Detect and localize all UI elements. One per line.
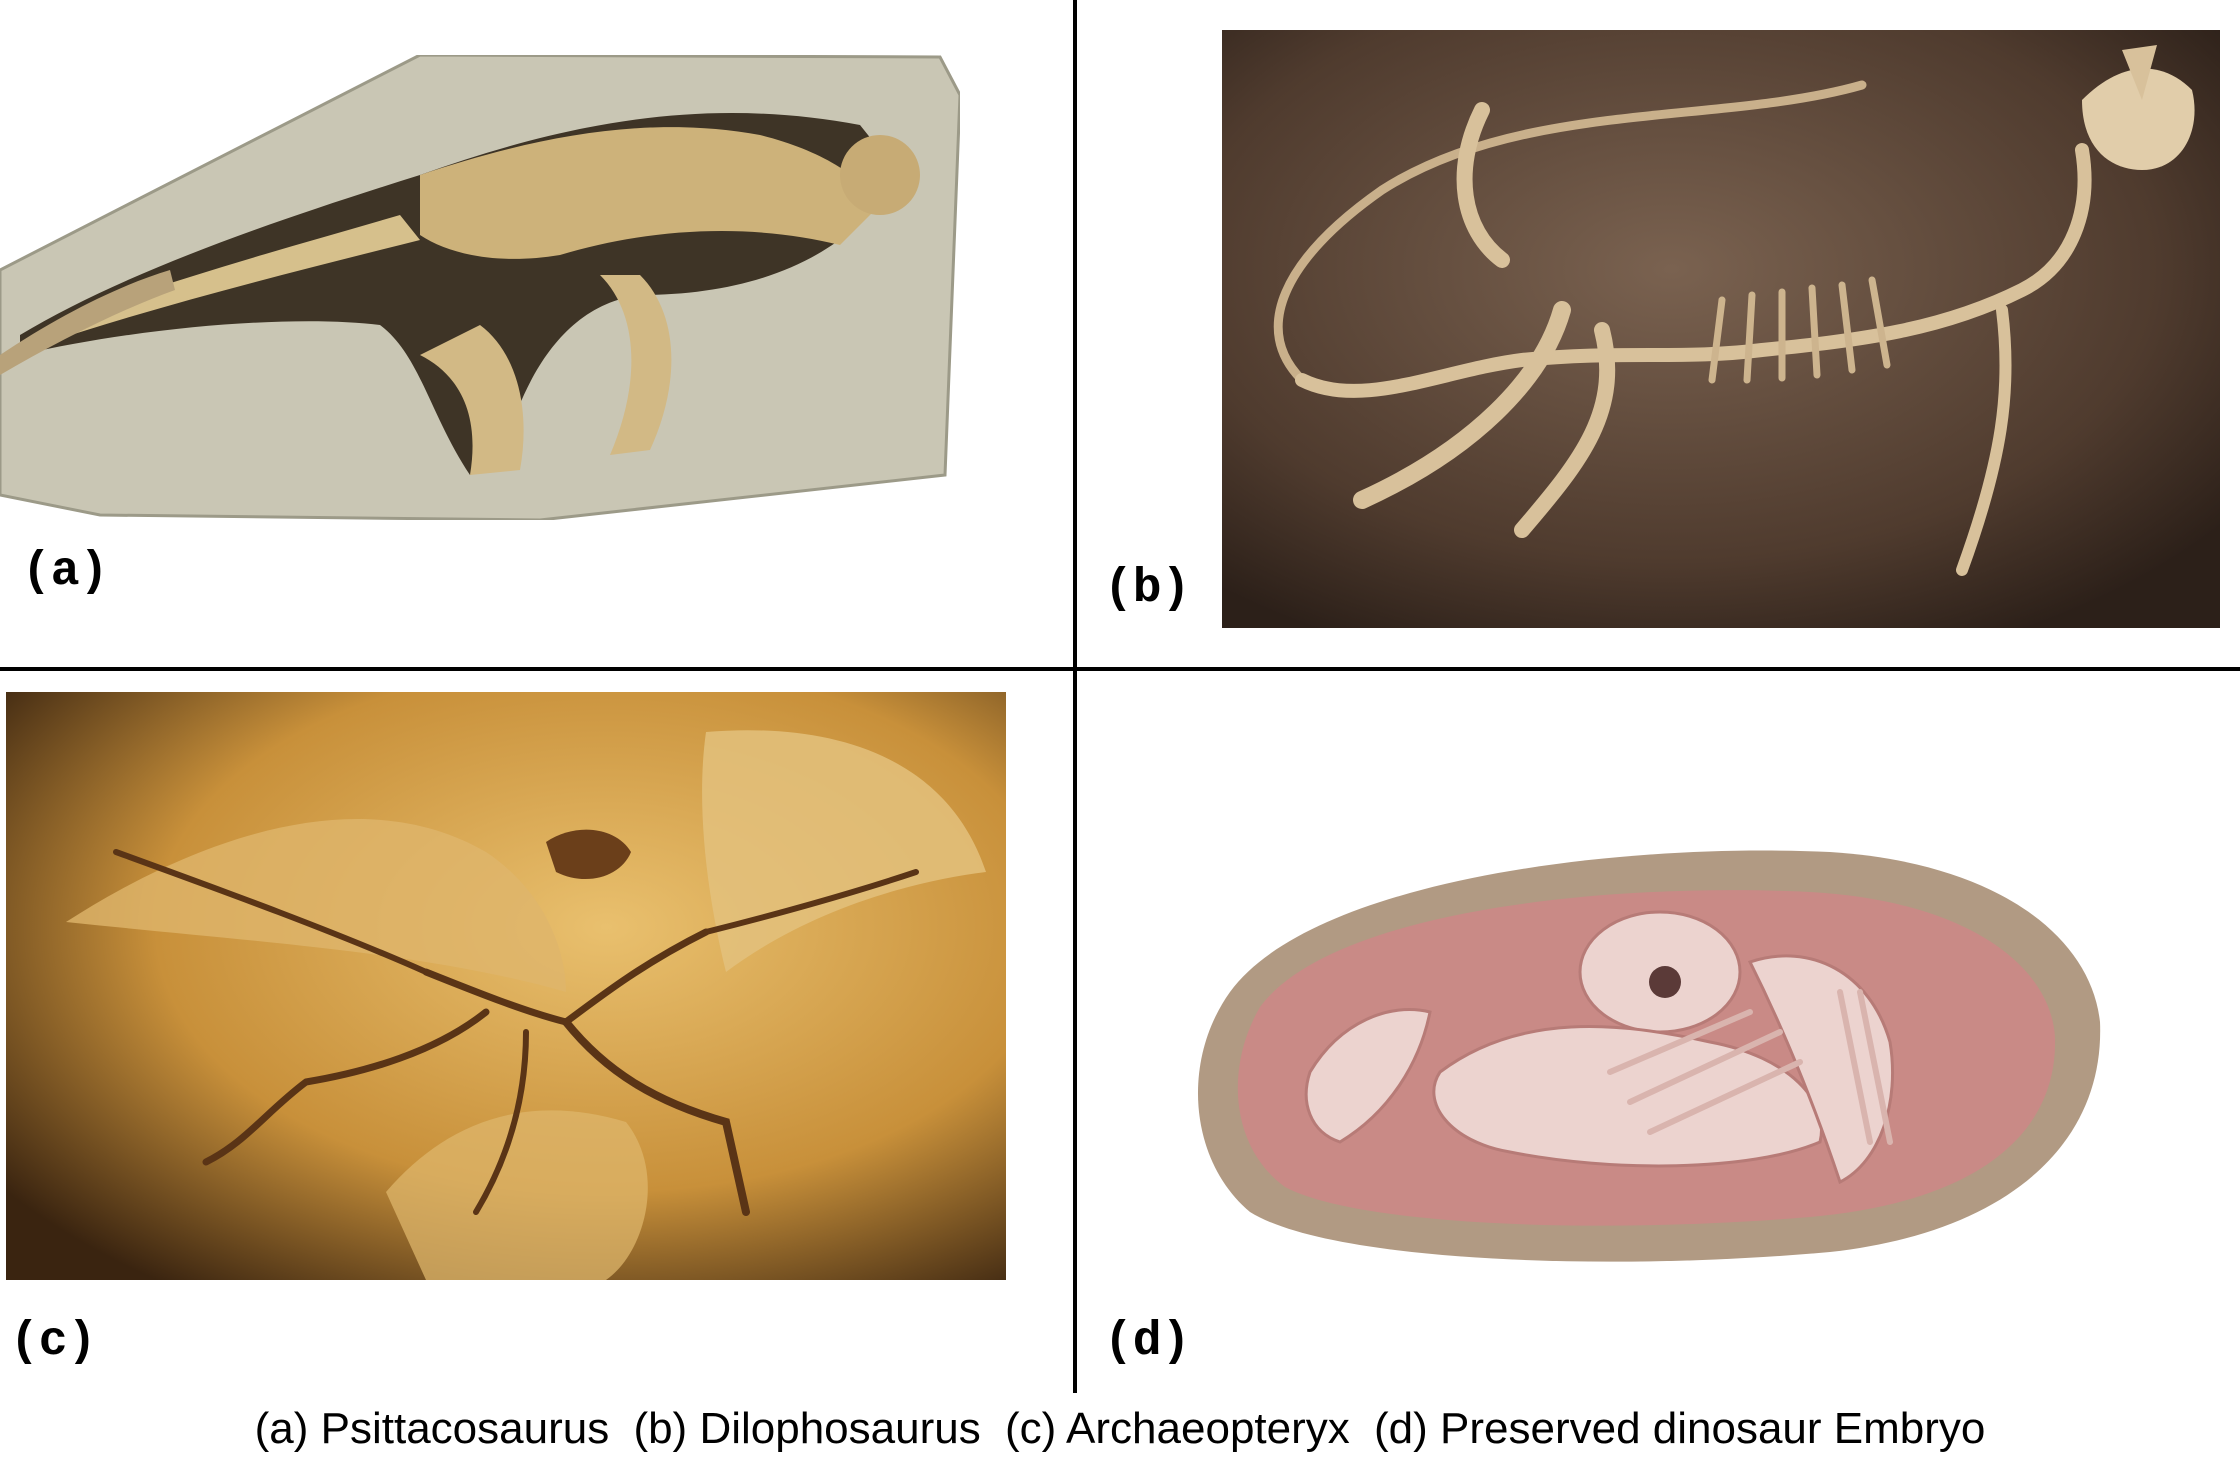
panel-c-label: (c) (10, 1315, 97, 1369)
caption-c: (c) Archaeopteryx (1004, 1404, 1350, 1453)
panel-d-image (1190, 842, 2105, 1270)
vertical-divider (1073, 0, 1077, 1393)
panel-b-image (1222, 30, 2220, 628)
panel-c-image (6, 692, 1006, 1280)
panel-a-image (0, 55, 960, 520)
panel-b-label: (b) (1104, 562, 1191, 616)
panel-d-label: (d) (1104, 1315, 1191, 1369)
panel-a-label: (a) (22, 545, 109, 599)
psittacosaurus-fossil-photo (0, 55, 960, 520)
archaeopteryx-fossil-photo (6, 692, 1006, 1280)
horizontal-divider (0, 667, 2240, 671)
caption-b: (b) Dilophosaurus (633, 1404, 981, 1453)
dilophosaurus-skeleton-photo (1222, 30, 2220, 628)
caption-d: (d) Preserved dinosaur Embryo (1374, 1404, 1986, 1453)
figure-caption: (a) Psittacosaurus (b) Dilophosaurus (c)… (0, 1404, 2240, 1454)
caption-a: (a) Psittacosaurus (254, 1404, 610, 1453)
dinosaur-embryo-egg-photo (1197, 850, 2101, 1262)
